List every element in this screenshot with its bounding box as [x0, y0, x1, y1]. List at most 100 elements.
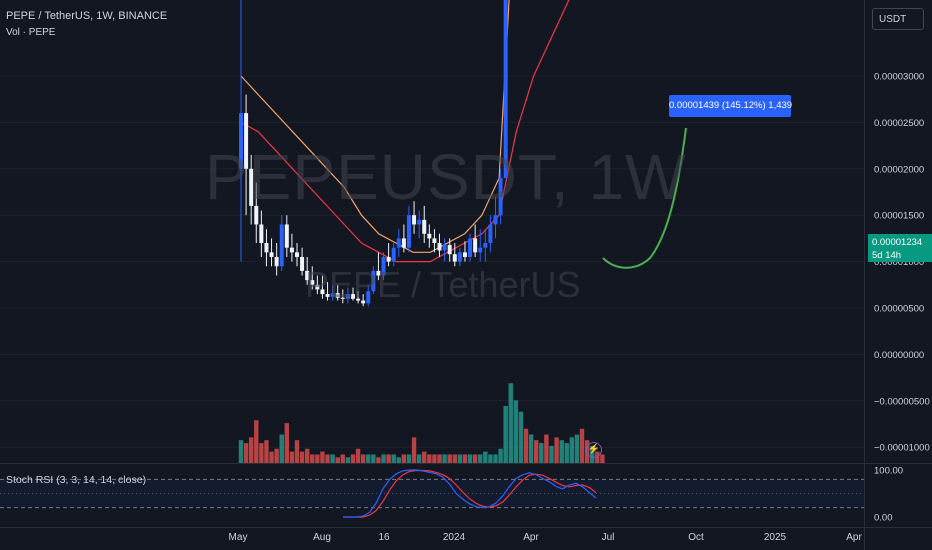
moving-averages — [240, 0, 570, 263]
candle-body — [483, 243, 488, 248]
volume-bar — [366, 454, 371, 463]
volume-bar — [238, 440, 244, 463]
volume-bar — [564, 443, 569, 463]
volume-bar — [294, 440, 300, 463]
candle-body — [437, 243, 442, 251]
ema-slow-line — [240, 0, 570, 263]
candle-body — [340, 297, 345, 299]
currency-selector[interactable]: USDT — [872, 8, 924, 30]
volume-bar — [259, 443, 264, 463]
candle-body — [284, 224, 289, 248]
candle-body — [406, 215, 411, 248]
time-tick-label: May — [229, 532, 248, 543]
candle-body — [269, 252, 274, 257]
volume-bar — [406, 454, 412, 463]
price-tick-label: 0.00002500 — [874, 118, 924, 129]
price-tick-label: 0.00000500 — [874, 304, 924, 315]
candle-body — [361, 300, 366, 304]
flash-icon[interactable]: ⚡ — [586, 442, 602, 458]
watermark-symbol: PEPEUSDT, 1W — [205, 141, 687, 213]
volume-bar — [335, 457, 340, 463]
volume-bar — [254, 420, 259, 463]
last-price-countdown: 5d 14h — [872, 250, 902, 261]
time-tick-label: 16 — [378, 532, 390, 543]
projection-curve — [602, 127, 687, 269]
price-tick-label: −0.00000500 — [874, 396, 930, 407]
volume-bar — [381, 454, 386, 463]
candle-body — [239, 113, 243, 169]
volume-bar — [493, 454, 498, 463]
candle-body — [345, 294, 350, 299]
price-tick-label: 0.00000000 — [874, 350, 924, 361]
volume-bar — [488, 454, 493, 463]
volume-bar — [595, 451, 600, 463]
candle-body — [427, 233, 432, 239]
candle-body — [493, 215, 498, 225]
price-tick-label: 0.00001000 — [874, 257, 924, 268]
volume-bar — [284, 423, 290, 463]
volume-bar — [600, 454, 605, 463]
volume-bar — [422, 451, 427, 463]
volume-bar — [508, 383, 513, 463]
candle-body — [462, 252, 467, 257]
candle-body — [356, 298, 361, 301]
volume-bar — [411, 437, 417, 463]
measure-label: 0.00001439 (145.12%) 1,439 — [669, 95, 792, 117]
candle-body — [335, 293, 340, 298]
candle-body — [442, 244, 447, 251]
candle-body — [330, 293, 335, 297]
volume-bar — [279, 434, 284, 463]
candle-body — [386, 256, 391, 262]
candle-body — [249, 168, 254, 206]
volume-bar — [483, 451, 488, 463]
volume-bar — [467, 454, 473, 463]
volume-bars — [238, 383, 605, 463]
candle-body — [391, 247, 396, 262]
candle-body — [294, 252, 299, 257]
candle-body — [447, 244, 452, 255]
volume-bar — [310, 454, 315, 463]
candle-body — [381, 256, 386, 276]
candle-body — [422, 219, 427, 234]
volume-bar — [264, 440, 269, 463]
candle-body — [412, 215, 417, 225]
chart-title: PEPE / TetherUS, 1W, BINANCE — [6, 10, 168, 22]
candle-body — [325, 294, 330, 297]
candle-body — [401, 238, 406, 248]
volume-bar — [371, 454, 376, 463]
volume-bar — [289, 451, 295, 463]
volume-bar — [320, 451, 325, 463]
volume-bar — [554, 437, 559, 463]
volume-bar — [274, 448, 279, 463]
candle-body — [310, 280, 315, 285]
time-tick-label: Aug — [313, 532, 331, 543]
volume-bar — [569, 437, 575, 463]
volume-bar — [513, 400, 519, 463]
volume-bar — [498, 448, 503, 463]
candle-body — [503, 0, 508, 179]
volume-bar — [574, 434, 580, 463]
volume-bar — [386, 454, 391, 463]
volume-bar — [472, 454, 478, 463]
candle-body — [396, 238, 401, 248]
volume-bar — [340, 454, 345, 463]
time-tick-label: 2025 — [764, 532, 787, 543]
volume-bar — [355, 448, 361, 463]
candle-body — [498, 178, 503, 216]
volume-bar — [248, 437, 254, 463]
volume-bar — [304, 448, 310, 463]
volume-bar — [462, 454, 468, 463]
stoch-k-line — [343, 469, 597, 518]
volume-bar — [447, 454, 452, 463]
volume-bar — [539, 443, 544, 463]
volume-bar — [243, 443, 249, 463]
volume-bar — [503, 406, 508, 463]
grid — [0, 75, 864, 448]
candle-body — [264, 243, 269, 253]
volume-bar — [401, 454, 407, 463]
time-tick-label: 2024 — [443, 532, 466, 543]
volume-bar — [315, 454, 320, 463]
candle-body — [473, 238, 478, 253]
